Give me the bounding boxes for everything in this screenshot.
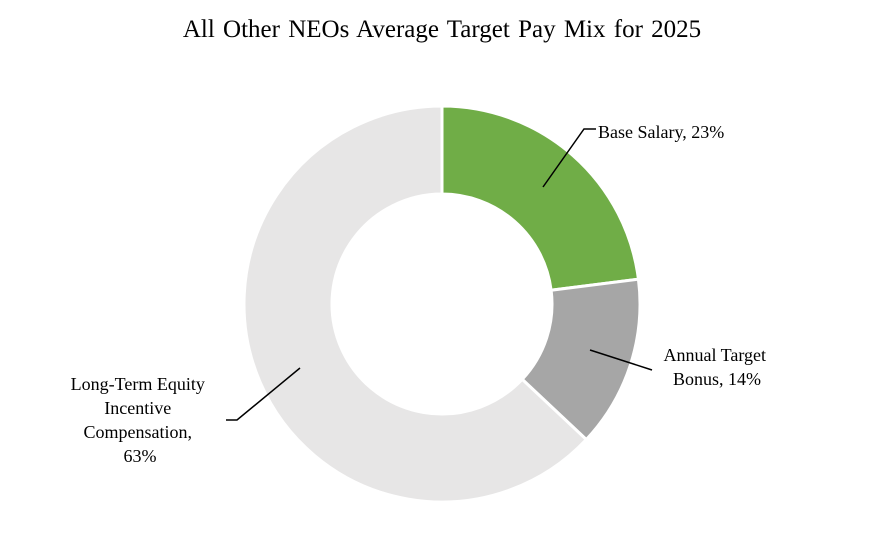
leader-long-term-equity [226,367,301,421]
leader-lines [226,128,653,421]
label-base-salary-line: Base Salary, 23% [598,122,724,142]
label-long-term-equity-line-3: Compensation, [84,422,193,442]
label-long-term-equity-line-1: Long-Term Equity [71,374,205,394]
label-long-term-equity-line-4: 63% [124,446,157,466]
donut-slices [242,104,642,504]
label-annual-bonus-line-2: Bonus, 14% [673,369,761,389]
slice-long-term-equity [242,104,589,504]
label-long-term-equity-line-2: Incentive [104,398,171,418]
label-base-salary: Base Salary, 23% [598,122,724,142]
label-annual-bonus-line-1: Annual Target [663,345,766,365]
label-annual-bonus: Annual Target Bonus, 14% [663,345,770,389]
slice-base-salary [440,104,641,292]
label-long-term-equity: Long-Term Equity Incentive Compensation,… [71,374,210,466]
chart-title: All Other NEOs Average Target Pay Mix fo… [182,16,702,43]
leader-base-salary [542,128,596,188]
leader-annual-bonus [589,349,653,371]
